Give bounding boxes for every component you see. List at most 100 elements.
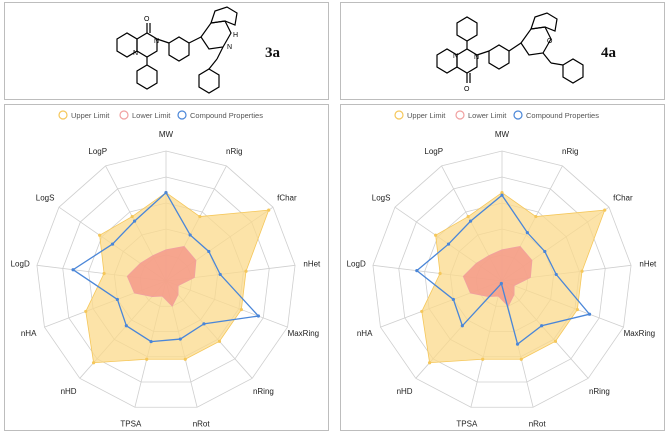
- legend-compound-label: Compound Properties: [526, 111, 599, 120]
- axis-label-nRot: nRot: [529, 420, 547, 429]
- point-upper-limit-nHet: [244, 269, 248, 273]
- point-upper-limit-MaxRing: [575, 307, 579, 312]
- legend-compound-marker: [513, 110, 523, 120]
- legend: Upper Limit Lower Limit Compound Propert…: [394, 110, 599, 120]
- point-upper-limit-MW: [500, 191, 504, 195]
- axis-label-nHA: nHA: [357, 329, 373, 338]
- axis-label-LogP: LogP: [424, 147, 443, 156]
- point-upper-limit-nHA: [420, 309, 424, 314]
- point-compound-properties-nRig: [525, 231, 529, 235]
- axis-label-nRig: nRig: [226, 147, 242, 156]
- radar-chart-3a: Upper Limit Lower Limit Compound Propert…: [11, 110, 321, 429]
- axis-label-MW: MW: [159, 130, 174, 139]
- point-compound-properties-MW: [164, 191, 168, 195]
- point-upper-limit-nHD: [91, 361, 96, 365]
- svg-text:O: O: [547, 38, 553, 45]
- point-upper-limit-TPSA: [481, 357, 485, 361]
- axis-label-fChar: fChar: [613, 194, 633, 203]
- point-upper-limit-nRot: [519, 357, 523, 361]
- point-upper-limit-nRing: [553, 339, 558, 343]
- axis-label-MW: MW: [495, 130, 510, 139]
- point-compound-properties-nHD: [124, 324, 128, 328]
- radar-chart-4a: Upper Limit Lower Limit Compound Propert…: [347, 110, 657, 429]
- point-compound-properties-MaxRing: [587, 312, 592, 316]
- svg-text:N: N: [453, 53, 458, 60]
- axis-label-nHD: nHD: [397, 387, 413, 396]
- axis-label-nRig: nRig: [562, 147, 578, 156]
- point-upper-limit-nHA: [84, 309, 88, 314]
- svg-text:N: N: [133, 50, 138, 57]
- axis-label-LogS: LogS: [36, 194, 55, 203]
- legend-lower-marker: [119, 110, 129, 120]
- grid-ring-5: [372, 150, 632, 408]
- point-upper-limit-nHet: [580, 269, 584, 273]
- radar-panel-3a: Upper Limit Lower Limit Compound Propert…: [4, 104, 329, 431]
- compound-label: 3a: [265, 45, 280, 61]
- point-upper-limit-nRot: [183, 357, 187, 361]
- point-compound-properties-LogP: [468, 219, 473, 223]
- point-compound-properties-nRing: [540, 324, 544, 328]
- legend-compound-label: Compound Properties: [190, 111, 263, 120]
- point-upper-limit-nRig: [198, 214, 202, 219]
- legend-upper-marker: [58, 110, 68, 120]
- legend-upper-label: Upper Limit: [71, 111, 110, 120]
- point-compound-properties-LogD: [71, 268, 75, 272]
- point-compound-properties-nRot: [515, 342, 520, 346]
- svg-text:O: O: [464, 86, 470, 93]
- point-upper-limit-TPSA: [145, 357, 149, 361]
- point-compound-properties-nHet: [218, 272, 222, 277]
- axis-label-LogS: LogS: [372, 194, 391, 203]
- point-upper-limit-LogD: [438, 271, 442, 276]
- svg-text:N: N: [227, 44, 232, 51]
- axis-label-nHD: nHD: [61, 387, 77, 396]
- axis-labels: MW nRig fChar nHet MaxRing nRing nRot TPSA nHD nH…: [347, 130, 657, 429]
- legend-upper-label: Upper Limit: [407, 111, 446, 120]
- point-compound-properties-fChar: [207, 249, 211, 254]
- molecule-panel-3a: N N O N H 3a: [4, 2, 329, 100]
- point-upper-limit-LogS: [98, 233, 102, 237]
- axis-label-LogD: LogD: [347, 259, 366, 268]
- svg-text:H: H: [233, 32, 238, 39]
- point-compound-properties-LogD: [415, 269, 419, 273]
- point-compound-properties-nHA: [451, 297, 455, 302]
- point-compound-properties-LogP: [132, 219, 137, 223]
- radar-panel-4a: Upper Limit Lower Limit Compound Propert…: [340, 104, 665, 431]
- series-compound-properties: [415, 194, 591, 346]
- legend-compound-marker: [177, 110, 187, 120]
- point-upper-limit-LogP: [466, 214, 470, 219]
- point-upper-limit-fChar: [267, 208, 271, 212]
- point-compound-properties-fChar: [543, 249, 547, 254]
- radar-series: [415, 191, 607, 365]
- point-compound-properties-nRing: [202, 322, 206, 326]
- compound-label: 4a: [601, 45, 616, 61]
- axis-label-nRot: nRot: [193, 420, 211, 429]
- radar-series: [71, 191, 271, 365]
- svg-text:N: N: [474, 54, 479, 61]
- legend: Upper Limit Lower Limit Compound Propert…: [58, 110, 263, 120]
- legend-lower-marker: [455, 110, 465, 120]
- axis-label-nHet: nHet: [639, 259, 657, 268]
- legend-lower-label: Lower Limit: [132, 111, 171, 120]
- point-upper-limit-nRig: [534, 214, 538, 219]
- point-upper-limit-nHD: [427, 361, 432, 365]
- point-upper-limit-fChar: [603, 208, 607, 212]
- molecule-panel-4a: N N O O 4a: [340, 2, 665, 100]
- axis-label-MaxRing: MaxRing: [288, 329, 320, 338]
- point-compound-properties-nRot: [178, 337, 182, 341]
- axis-label-TPSA: TPSA: [120, 420, 142, 429]
- series-lower-limit: [126, 246, 197, 307]
- grid-ring-5: [36, 150, 296, 408]
- axis-label-nHA: nHA: [21, 329, 37, 338]
- point-compound-properties-nHD: [460, 324, 464, 328]
- point-compound-properties-TPSA: [499, 281, 503, 286]
- axis-label-nRing: nRing: [253, 387, 274, 396]
- point-compound-properties-nRig: [188, 233, 192, 237]
- point-compound-properties-MaxRing: [256, 314, 260, 318]
- point-compound-properties-nHA: [115, 297, 119, 302]
- point-compound-properties-LogS: [446, 242, 451, 246]
- series-lower-limit: [462, 246, 533, 307]
- axis-label-LogP: LogP: [88, 147, 107, 156]
- point-compound-properties-TPSA: [149, 339, 153, 344]
- series-compound-properties: [71, 191, 260, 343]
- svg-text:N: N: [154, 38, 159, 45]
